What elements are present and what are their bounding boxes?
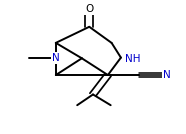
Text: N: N: [163, 70, 170, 80]
Text: O: O: [85, 4, 93, 14]
Text: NH: NH: [125, 54, 141, 64]
Text: N: N: [52, 53, 60, 63]
